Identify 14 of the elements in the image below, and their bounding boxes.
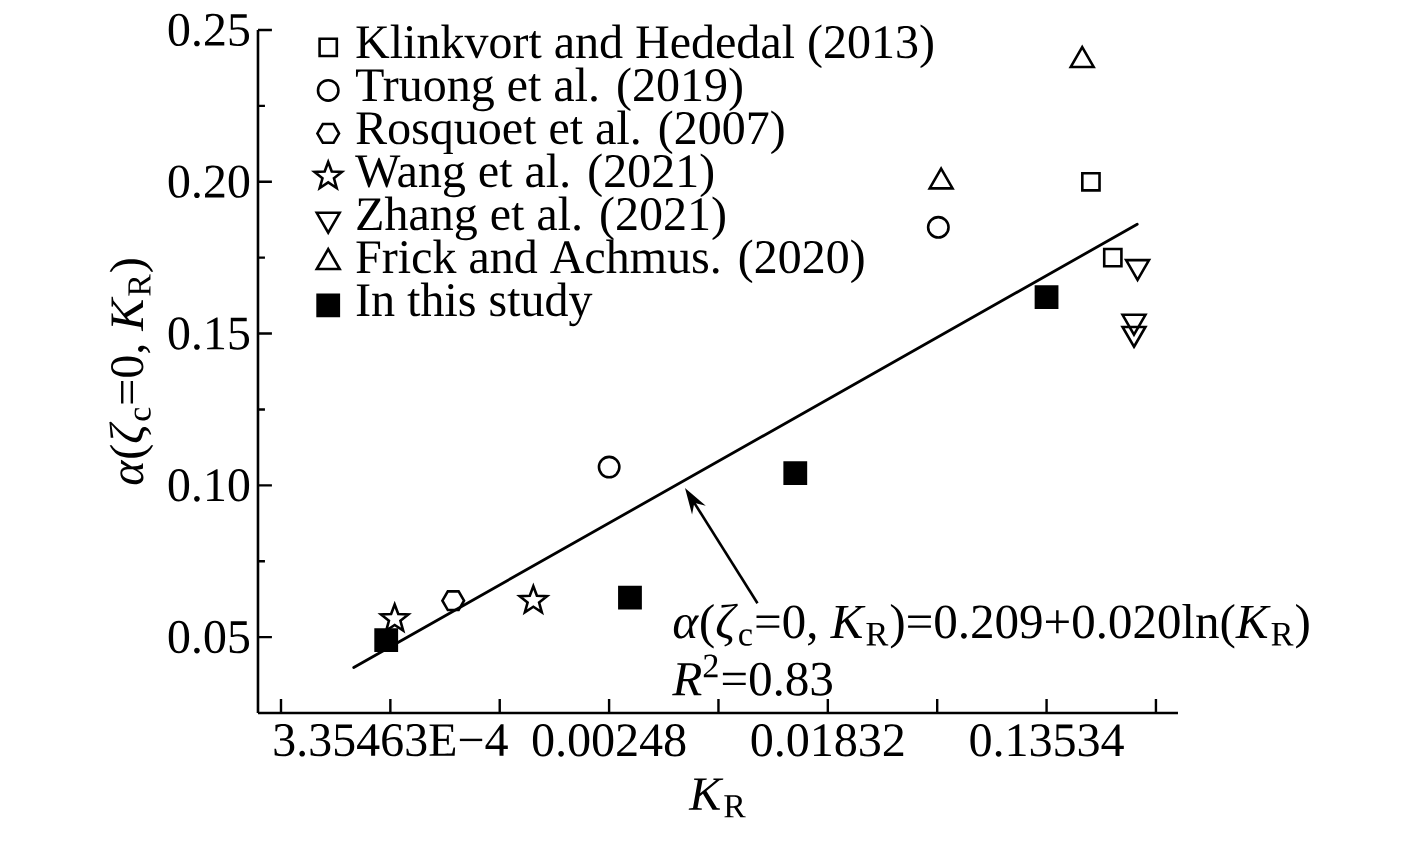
x-tick-label: 0.13534 xyxy=(970,724,1124,757)
x-tick-label: 0.01832 xyxy=(751,724,904,757)
x-tick-label: 0.00248 xyxy=(532,724,686,757)
annotation: R$^{2}$=0.83 xyxy=(672,654,832,696)
legend-label: In this study xyxy=(356,282,593,327)
y-tick-label: 0.05 xyxy=(168,620,250,654)
y-tick-label: 0.15 xyxy=(168,317,250,350)
y-tick-label: 0.10 xyxy=(168,469,250,502)
text: α(ζ$_{c}$=0, K$_{R}$)=0.209+0.020ln(K$_{R}$) xyxy=(673,603,1309,649)
y-tick-label: 0.25 xyxy=(168,13,250,47)
x-tick-label: 3.35463E−4 xyxy=(274,724,508,757)
y-tick-label: 0.20 xyxy=(168,165,250,199)
y-axis-title: α(ζ$_{c}$=0, K$_{R}$) xyxy=(109,259,154,485)
x-axis-title: K$_{R}$ xyxy=(688,778,746,818)
